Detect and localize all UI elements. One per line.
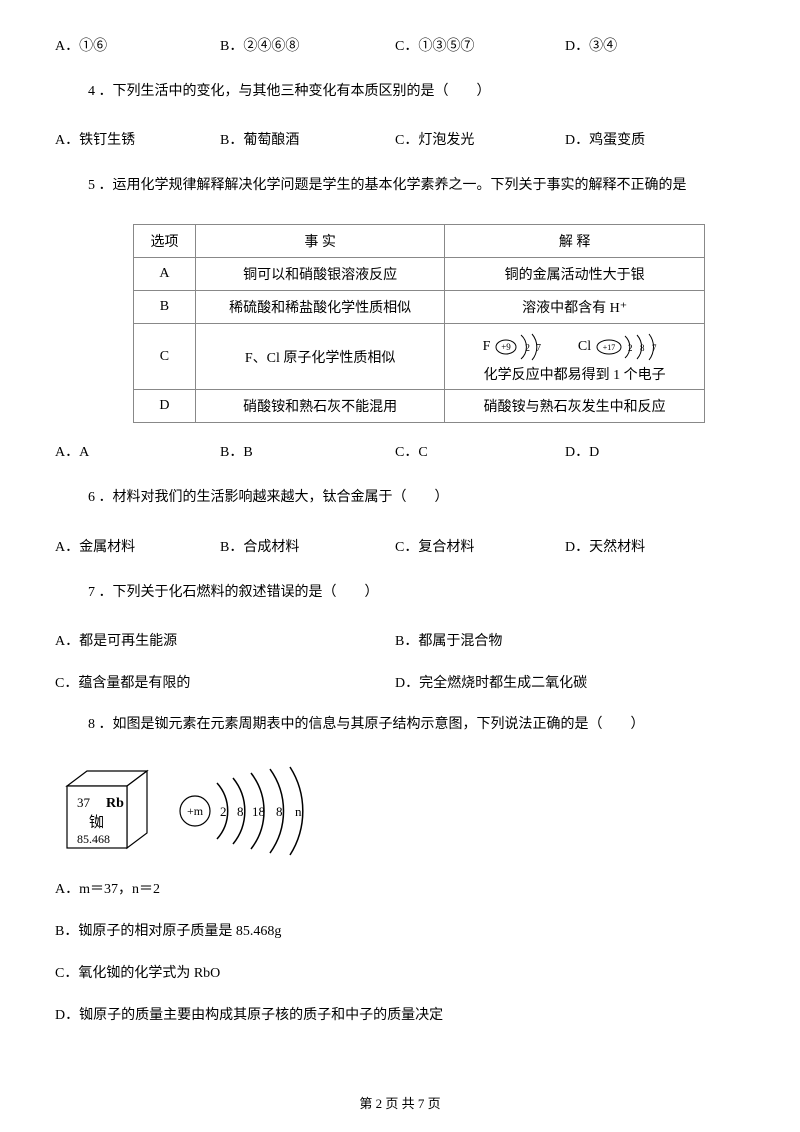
q8-opt-b: B．铷原子的相对原子质量是 85.468g <box>55 920 745 940</box>
q3-opt-b: B．②④⑥⑧ <box>220 35 395 55</box>
q8-diagram: 37 Rb 铷 85.468 +m 2 8 18 8 n <box>55 763 745 858</box>
q7-row1: A．都是可再生能源 B．都属于混合物 <box>55 630 745 650</box>
svg-text:2: 2 <box>220 804 227 819</box>
table-row: B 稀硫酸和稀盐酸化学性质相似 溶液中都含有 H⁺ <box>134 290 705 323</box>
svg-text:+9: +9 <box>501 342 511 352</box>
atom-f-diagram: F +9 2 7 <box>483 332 550 362</box>
q6-options: A．金属材料 B．合成材料 C．复合材料 D．天然材料 <box>55 536 745 556</box>
q4-opt-a: A．铁钉生锈 <box>55 129 220 149</box>
q5-table: 选项 事 实 解 释 A 铜可以和硝酸银溶液反应 铜的金属活动性大于银 B 稀硫… <box>133 224 745 424</box>
svg-text:Rb: Rb <box>106 796 124 811</box>
th-fact: 事 实 <box>195 224 444 257</box>
atom-structure-icon: +m 2 8 18 8 n <box>165 763 365 858</box>
q3-opt-a: A．①⑥ <box>55 35 220 55</box>
q4-stem: 4 ．下列生活中的变化，与其他三种变化有本质区别的是（ ） <box>88 81 745 103</box>
svg-text:18: 18 <box>252 804 265 819</box>
q3-options: A．①⑥ B．②④⑥⑧ C．①③⑤⑦ D．③④ <box>55 35 745 55</box>
q7-stem: 7 ．下列关于化石燃料的叙述错误的是（ ） <box>88 582 745 604</box>
q8-opt-d: D．铷原子的质量主要由构成其原子核的质子和中子的质量决定 <box>55 1004 745 1024</box>
q4-opt-b: B．葡萄酿酒 <box>220 129 395 149</box>
table-row: C F、Cl 原子化学性质相似 F +9 2 7 <box>134 323 705 390</box>
q6-opt-b: B．合成材料 <box>220 536 395 556</box>
q7-row2: C．蕴含量都是有限的 D．完全燃烧时都生成二氧化碳 <box>55 672 745 692</box>
q7-opt-d: D．完全燃烧时都生成二氧化碳 <box>395 672 587 692</box>
svg-text:+m: +m <box>187 804 204 818</box>
svg-text:85.468: 85.468 <box>77 832 110 846</box>
atom-cell: F +9 2 7 Cl <box>445 323 705 390</box>
q5-stem: 5 ．运用化学规律解释解决化学问题是学生的基本化学素养之一。下列关于事实的解释不… <box>88 175 745 197</box>
q4-options: A．铁钉生锈 B．葡萄酿酒 C．灯泡发光 D．鸡蛋变质 <box>55 129 745 149</box>
q5-opt-b: B．B <box>220 441 395 461</box>
q4-opt-c: C．灯泡发光 <box>395 129 565 149</box>
q7-opt-c: C．蕴含量都是有限的 <box>55 672 395 692</box>
q6-opt-c: C．复合材料 <box>395 536 565 556</box>
svg-text:2: 2 <box>628 343 633 353</box>
table-row: A 铜可以和硝酸银溶液反应 铜的金属活动性大于银 <box>134 257 705 290</box>
table-row: D 硝酸铵和熟石灰不能混用 硝酸铵与熟石灰发生中和反应 <box>134 390 705 423</box>
svg-text:37: 37 <box>77 795 91 810</box>
cube-icon: 37 Rb 铷 85.468 <box>55 763 165 858</box>
q5-opt-c: C．C <box>395 441 565 461</box>
q7-opt-a: A．都是可再生能源 <box>55 630 395 650</box>
th-expl: 解 释 <box>445 224 705 257</box>
svg-text:8: 8 <box>237 804 244 819</box>
q8-stem: 8 ．如图是铷元素在元素周期表中的信息与其原子结构示意图，下列说法正确的是（ ） <box>88 714 745 736</box>
q8-opt-c: C．氧化铷的化学式为 RbO <box>55 962 745 982</box>
svg-text:7: 7 <box>652 343 657 353</box>
page-footer: 第 2 页 共 7 页 <box>0 1093 800 1112</box>
svg-text:8: 8 <box>276 804 283 819</box>
svg-text:7: 7 <box>536 343 541 354</box>
q3-opt-c: C．①③⑤⑦ <box>395 35 565 55</box>
svg-text:2: 2 <box>525 343 530 354</box>
q3-opt-d: D．③④ <box>565 35 617 55</box>
q6-opt-a: A．金属材料 <box>55 536 220 556</box>
svg-text:铷: 铷 <box>89 814 104 831</box>
atom-cl-diagram: Cl +17 2 8 7 <box>578 332 667 362</box>
q5-opt-d: D．D <box>565 441 599 461</box>
q5-opt-a: A．A <box>55 441 220 461</box>
svg-text:+17: +17 <box>602 343 615 352</box>
svg-text:8: 8 <box>640 343 645 353</box>
th-sel: 选项 <box>134 224 196 257</box>
q7-opt-b: B．都属于混合物 <box>395 630 502 650</box>
q6-stem: 6 ．材料对我们的生活影响越来越大，钛合金属于（ ） <box>88 487 745 509</box>
q4-opt-d: D．鸡蛋变质 <box>565 129 645 149</box>
q5-options: A．A B．B C．C D．D <box>55 441 745 461</box>
q6-opt-d: D．天然材料 <box>565 536 645 556</box>
svg-text:n: n <box>295 804 302 819</box>
q8-opt-a: A．m＝37，n＝2 <box>55 878 745 898</box>
